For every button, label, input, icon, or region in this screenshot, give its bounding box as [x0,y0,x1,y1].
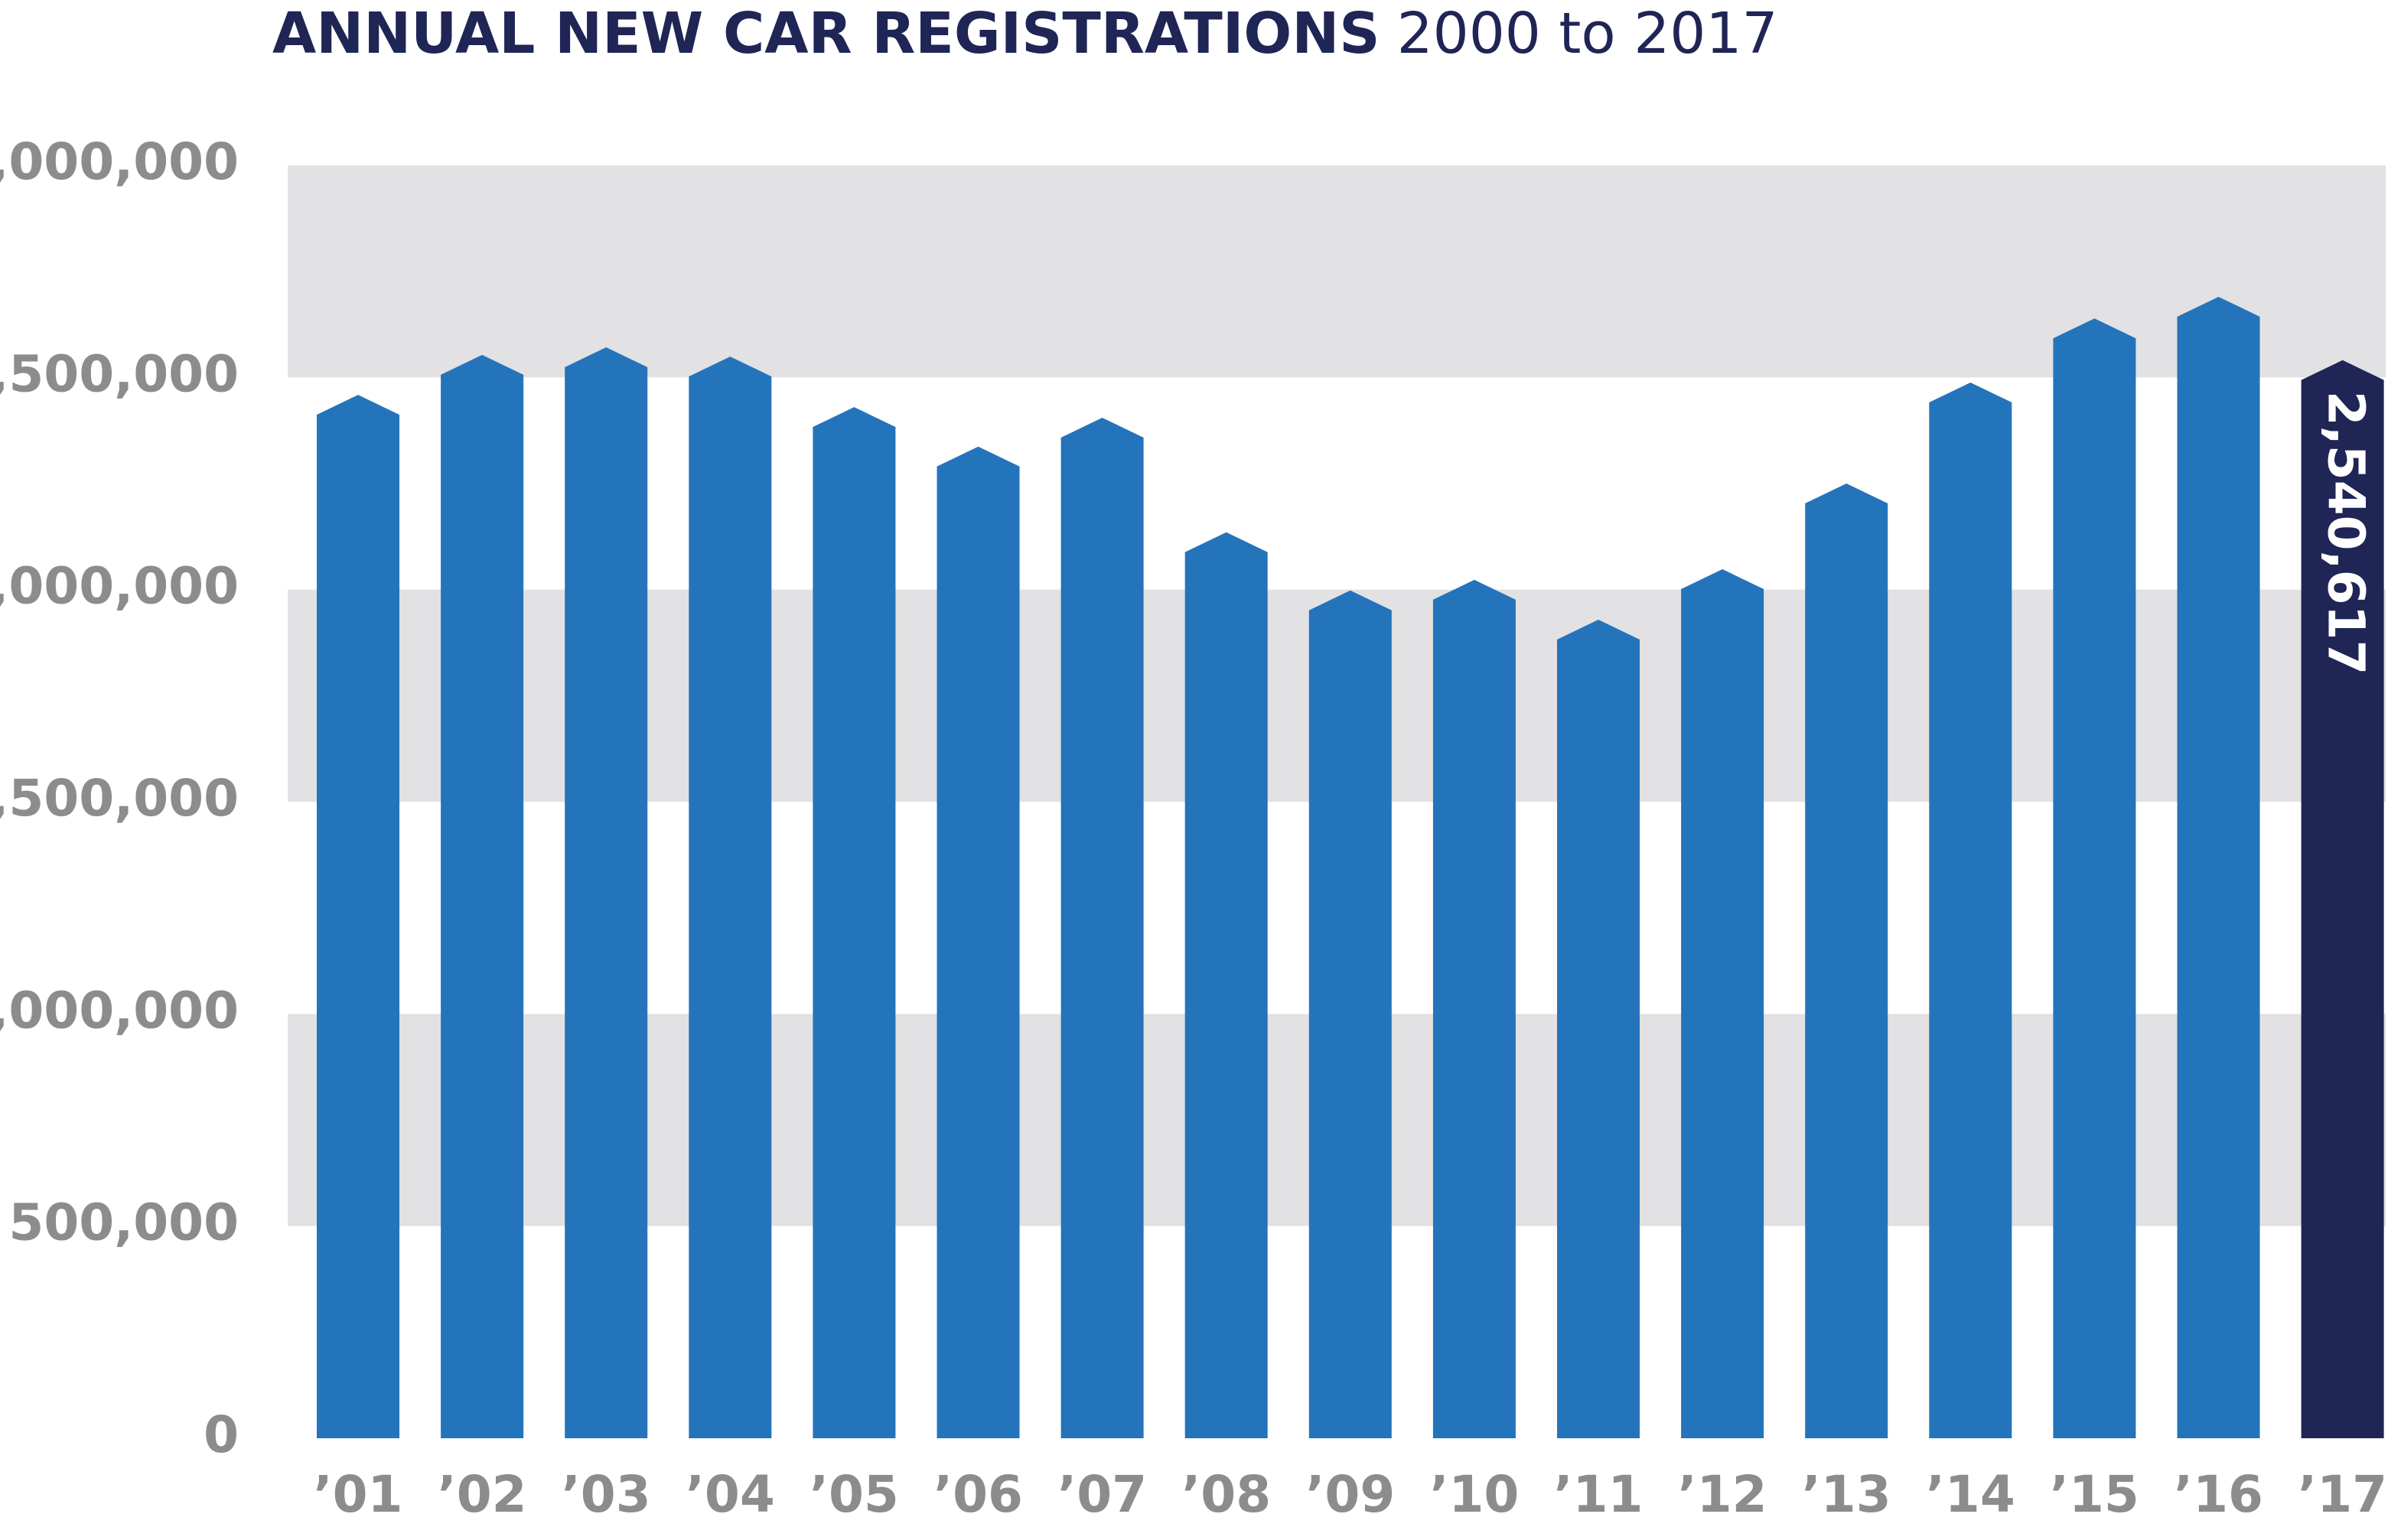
x-tick-label: ’11 [1554,1465,1644,1524]
bar [1929,382,2012,1439]
y-tick-label: 500,000 [8,1193,239,1252]
x-tick-label: ’01 [314,1465,403,1524]
bar [1805,483,1888,1438]
bar [1557,620,1640,1438]
x-tick-label: ’07 [1057,1465,1147,1524]
x-tick-label: ’10 [1429,1465,1519,1524]
y-tick-label: 1,500,000 [0,769,239,828]
bar [2053,318,2136,1439]
bar [2301,360,2384,1438]
chart-title: ANNUAL NEW CAR REGISTRATIONS 2000 to 2017 [272,1,1778,67]
x-tick-label: ’16 [2174,1465,2263,1524]
y-tick-label: 0 [204,1405,239,1464]
bar [565,347,648,1438]
bar [937,446,1020,1438]
x-tick-label: ’03 [562,1465,651,1524]
x-tick-label: ’08 [1181,1465,1271,1524]
x-tick-label: ’12 [1678,1465,1767,1524]
x-tick-label: ’04 [686,1465,775,1524]
grid-band [288,165,2386,378]
title: ANNUAL NEW CAR REGISTRATIONS [272,1,1380,67]
bar [441,354,524,1438]
y-tick-label: 2,000,000 [0,557,239,616]
x-tick-label: ’06 [933,1465,1023,1524]
bar [813,407,896,1439]
y-tick-label: 3,000,000 [0,132,239,191]
subtitle: 2000 to 2017 [1397,1,1778,67]
x-tick-label: ’14 [1926,1465,2015,1524]
bar [689,357,772,1438]
x-tick-label: ’02 [438,1465,527,1524]
value-label: 2,540,617 [2317,391,2376,676]
bar [1681,569,1764,1438]
y-tick-label: 1,000,000 [0,981,239,1040]
bar [317,395,399,1438]
bar [1308,590,1392,1438]
y-tick-label: 2,500,000 [0,344,239,403]
x-tick-label: ’13 [1802,1465,1891,1524]
x-tick-label: ’09 [1305,1465,1395,1524]
x-tick-label: ’15 [2050,1465,2139,1524]
bar [1432,579,1516,1438]
x-tick-label: ’17 [2298,1465,2387,1524]
bar [2177,296,2260,1438]
bar [1060,418,1144,1439]
x-tick-label: ’05 [810,1465,899,1524]
bar [1184,532,1268,1439]
